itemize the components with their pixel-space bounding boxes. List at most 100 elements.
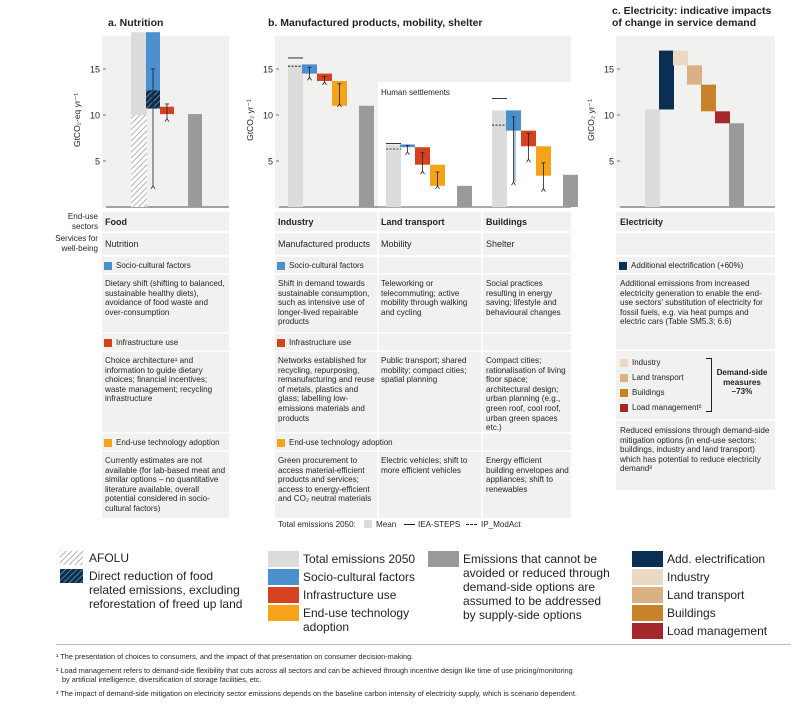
measures-line-1: Demand-side [716, 368, 768, 377]
a-sc-bar [146, 32, 160, 91]
industry-sc-header: Socio-cultural factors [277, 261, 364, 271]
industry-te-label: End-use technology adoption [289, 438, 393, 447]
afolu-swatch-svg [60, 551, 83, 565]
food-te-header: End-use technology adoption [104, 438, 220, 448]
panel-c-title-2: of change in service demand [612, 17, 757, 29]
el-industry-swatch [620, 358, 628, 367]
legend-direct-3: reforestation of freed up land [89, 597, 243, 611]
food-iu-label: Infrastructure use [116, 338, 179, 347]
food-iu-header: Infrastructure use [104, 338, 178, 348]
axis-b-tick-5: 5 [268, 157, 273, 167]
c-total-bar [645, 109, 660, 207]
el-item-industry: Industry [620, 358, 660, 368]
industry-iu-header: Infrastructure use [277, 338, 351, 348]
iea-line [404, 524, 415, 525]
land-te-text: Electric vehicles; shift to more efficie… [381, 456, 468, 475]
legend-land: Land transport [667, 588, 745, 602]
axis-c-tick-5: 5 [609, 157, 614, 167]
panel-b-title: b. Manufactured products, mobility, shel… [268, 17, 483, 29]
b-industry-total-bar [288, 64, 303, 208]
legend-residual-3: demand-side options are [463, 580, 596, 594]
food-sector: Food [105, 217, 127, 227]
end-use-label: End-use sectors [58, 212, 98, 231]
legend-sc: Socio-cultural factors [303, 570, 416, 584]
legend-te-1: End-use technology [303, 606, 410, 620]
sc-swatch [277, 261, 285, 270]
el-buildings-swatch [620, 388, 628, 397]
legend-add: Add. electrification [667, 552, 766, 566]
a-residual-bar [188, 114, 202, 207]
sc-swatch [104, 261, 112, 270]
measures-line-2: measures [723, 377, 761, 387]
mean-swatch [364, 520, 372, 528]
b-land-te-range-arrow [435, 185, 440, 190]
el-land-label: Land transport [632, 373, 684, 382]
industry-service: Manufactured products [278, 239, 371, 249]
axis-a-tick-5: 5 [95, 157, 100, 167]
ip-label: IP_ModAct [481, 520, 521, 529]
b-land-residual-bar [457, 185, 472, 207]
industry-iu-text: Networks established for recycling, repu… [278, 356, 375, 423]
b-buildings-residual-bar [563, 174, 578, 207]
direct-swatch [60, 569, 83, 583]
legend-te-2: adoption [303, 620, 350, 634]
total-2050-label: Total emissions 2050: [278, 520, 356, 529]
legend-total: Total emissions 2050 [303, 552, 416, 566]
table-b-bg [275, 212, 571, 518]
reduced-text: Reduced emissions through demand-side mi… [620, 426, 770, 474]
axis-c-ylabel: GtCO₂ yr⁻¹ [586, 99, 596, 141]
axis-b-tick-15: 15 [263, 65, 273, 75]
axis-a-tick-15: 15 [90, 65, 100, 75]
ip-line [466, 524, 477, 525]
food-te-label: End-use technology adoption [116, 438, 220, 447]
services-label: Services for well-being [52, 234, 98, 253]
buildings-sector: Buildings [486, 217, 527, 227]
b-industry-iu-range-arrow [322, 81, 327, 86]
b-buildings-iu-range-arrow [526, 158, 531, 163]
legend-sc-swatch [268, 569, 299, 585]
b-buildings-total-bar [492, 110, 507, 207]
c-industry-bar [673, 50, 688, 66]
legend-residual: Emissions that cannot be avoided or redu… [463, 552, 610, 622]
b-buildings-te-bar [536, 146, 551, 176]
industry-sc-label: Socio-cultural factors [289, 261, 364, 270]
legend-residual-4: assumed to be addressed [463, 594, 602, 608]
legend-iu-swatch [268, 587, 299, 603]
legend-te-swatch [268, 605, 299, 621]
panel-a-bg [102, 36, 229, 208]
iu-swatch [104, 338, 112, 347]
axis-c-tick-10: 10 [604, 111, 614, 121]
legend-load: Load management [667, 624, 768, 638]
axis-a-tick-10: 10 [90, 111, 100, 121]
food-iu-text: Choice architecture¹ and information to … [105, 356, 213, 404]
direct-swatch-svg [60, 569, 83, 583]
el-load-swatch [620, 403, 628, 412]
b-land-sc-range-arrow [405, 151, 410, 156]
table-lines [102, 212, 775, 518]
panel-c-bg [616, 36, 775, 208]
legend-total-swatch [268, 551, 299, 567]
axis-b-ylabel: GtCO₂ yr⁻¹ [245, 99, 255, 141]
land-sector: Land transport [381, 217, 445, 227]
footnote-2b: by artificial intelligence, diversificat… [62, 675, 262, 684]
afolu-swatch [60, 551, 83, 565]
b-land-iu-range-arrow [420, 170, 425, 175]
add-elec-text: Additional emissions from increased elec… [620, 279, 763, 327]
panel-c-title-1: c. Electricity: indicative impacts [612, 5, 772, 17]
a-sc-range-arrow [150, 185, 156, 190]
food-sc-text: Dietary shift (shifting to balanced, sus… [105, 279, 225, 317]
iea-label: IEA-STEPS [418, 520, 461, 529]
services-line-2: well-being [61, 243, 98, 253]
legend-direct: Direct reduction of food related emissio… [89, 569, 242, 611]
food-sc-header: Socio-cultural factors [104, 261, 191, 271]
food-service: Nutrition [105, 239, 139, 249]
c-buildings-bar [701, 84, 716, 112]
el-buildings-label: Buildings [632, 388, 665, 397]
legend-direct-1: Direct reduction of food [89, 569, 214, 583]
a-iu-range-arrow [164, 117, 170, 122]
add-elec-swatch [619, 261, 627, 270]
table-c-bg [616, 212, 775, 490]
legend-buildings: Buildings [667, 606, 716, 620]
c-add-elec-bar [659, 50, 674, 110]
c-residual-bar [729, 123, 744, 207]
